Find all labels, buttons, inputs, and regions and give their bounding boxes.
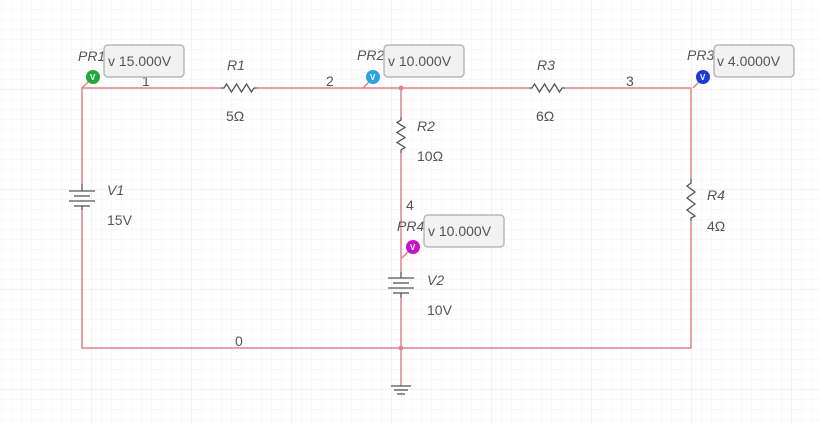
probe-pr3-icon-glyph: V — [700, 73, 706, 82]
resistor-r4[interactable] — [685, 179, 697, 221]
wire-r3-to-r4[interactable] — [565, 87, 692, 179]
probe-pr1-marker[interactable]: V — [86, 70, 100, 84]
resistor-r1[interactable] — [221, 82, 257, 94]
probe-pr4-name: PR4 — [397, 218, 424, 234]
label-r1-value: 5Ω — [226, 108, 244, 124]
voltage-probe-icon — [86, 70, 100, 84]
probe-pr3-marker[interactable]: V — [696, 70, 710, 84]
label-v1-value: 15V — [107, 212, 133, 228]
resistor-r2[interactable] — [395, 117, 407, 153]
probe-pr2-marker[interactable]: V — [366, 70, 380, 84]
probe-pr1-readout[interactable]: v 15.000V — [103, 44, 185, 78]
label-r2-name: R2 — [417, 118, 435, 134]
label-v2-name: V2 — [427, 272, 444, 288]
label-r4-name: R4 — [707, 187, 725, 203]
label-v2-value: 10V — [427, 302, 453, 318]
node-label-4: 4 — [406, 197, 414, 213]
resistor-r3[interactable] — [529, 82, 565, 94]
probe-pr4-icon-glyph: V — [410, 243, 416, 252]
probe-pr3-value: v 4.0000V — [717, 53, 781, 69]
probe-pr3-readout[interactable]: v 4.0000V — [713, 44, 795, 78]
node-label-1: 1 — [142, 73, 150, 89]
label-r1-name: R1 — [227, 57, 245, 73]
battery-v2[interactable] — [388, 272, 414, 298]
node-label-0: 0 — [235, 333, 243, 349]
voltage-probe-icon — [366, 70, 380, 84]
label-r2-value: 10Ω — [417, 148, 443, 164]
label-r3-value: 6Ω — [536, 108, 554, 124]
voltage-probe-icon — [406, 240, 420, 254]
label-r4-value: 4Ω — [707, 218, 725, 234]
node-label-2: 2 — [326, 73, 334, 89]
probe-pr2-readout[interactable]: v 10.000V — [383, 44, 465, 78]
voltage-probe-icon — [696, 70, 710, 84]
probe-pr2-value: v 10.000V — [388, 53, 452, 69]
battery-v1[interactable] — [69, 184, 95, 210]
probe-pr3-name: PR3 — [687, 47, 714, 63]
junction-dot — [398, 85, 404, 91]
wire-r4-to-ground[interactable] — [81, 210, 692, 349]
node-label-3: 3 — [626, 73, 634, 89]
probe-pr2-icon-glyph: V — [370, 73, 376, 82]
probe-pr1-value: v 15.000V — [108, 53, 172, 69]
probe-pr4-readout[interactable]: v 10.000V — [423, 214, 505, 248]
probe-pr4-marker[interactable]: V — [406, 240, 420, 254]
probe-pr1-name: PR1 — [78, 48, 105, 64]
ground-symbol[interactable] — [391, 385, 411, 395]
label-r3-name: R3 — [537, 57, 555, 73]
probe-pr2-name: PR2 — [357, 47, 384, 63]
junction-dot — [398, 345, 404, 351]
label-v1-name: V1 — [107, 182, 124, 198]
probe-pr4-value: v 10.000V — [428, 223, 492, 239]
probe-pr1-icon-glyph: V — [90, 73, 96, 82]
